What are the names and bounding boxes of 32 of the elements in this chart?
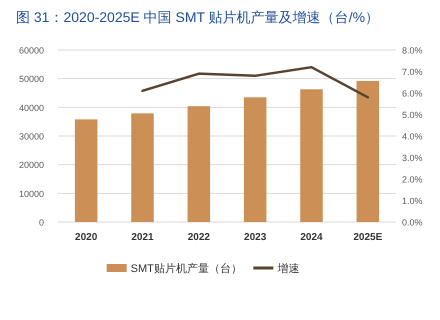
y2-tick-label: 5.0% xyxy=(402,110,423,120)
chart-title: 图 31：2020-2025E 中国 SMT 贴片机产量及增速（台/%） xyxy=(16,9,380,25)
y-tick-label: 10000 xyxy=(18,188,44,199)
y-tick-label: 30000 xyxy=(18,132,44,142)
y2-tick-label: 8.0% xyxy=(402,46,423,56)
y2-tick-label: 4.0% xyxy=(402,132,423,142)
legend-label: 增速 xyxy=(276,262,300,275)
x-tick-label: 2025E xyxy=(353,232,383,243)
bar xyxy=(356,80,380,222)
bar xyxy=(131,113,154,222)
bar xyxy=(74,119,98,222)
y-tick-label: 40000 xyxy=(18,102,44,113)
y-tick-label: 50000 xyxy=(18,74,44,84)
y2-tick-label: 7.0% xyxy=(402,67,423,77)
x-tick-label: 2020 xyxy=(75,232,98,243)
line-series xyxy=(141,66,370,99)
y2-tick-label: 0.0% xyxy=(402,218,423,228)
y2-tick-label: 3.0% xyxy=(402,153,423,163)
bar xyxy=(300,89,323,222)
bar xyxy=(188,106,210,222)
bar xyxy=(244,97,266,222)
x-tick-label: 2024 xyxy=(300,232,324,243)
x-tick-label: 2023 xyxy=(244,232,267,243)
y-tick-label: 0 xyxy=(38,218,44,228)
x-tick-label: 2022 xyxy=(188,232,210,243)
y2-tick-label: 2.0% xyxy=(402,174,423,184)
y-tick-label: 60000 xyxy=(18,46,44,56)
legend-label: SMT贴片机产量（台） xyxy=(130,262,242,275)
y2-tick-label: 6.0% xyxy=(402,88,423,98)
x-tick-label: 2021 xyxy=(131,232,154,243)
y2-tick-label: 1.0% xyxy=(402,196,423,206)
y-tick-label: 20000 xyxy=(18,160,44,170)
